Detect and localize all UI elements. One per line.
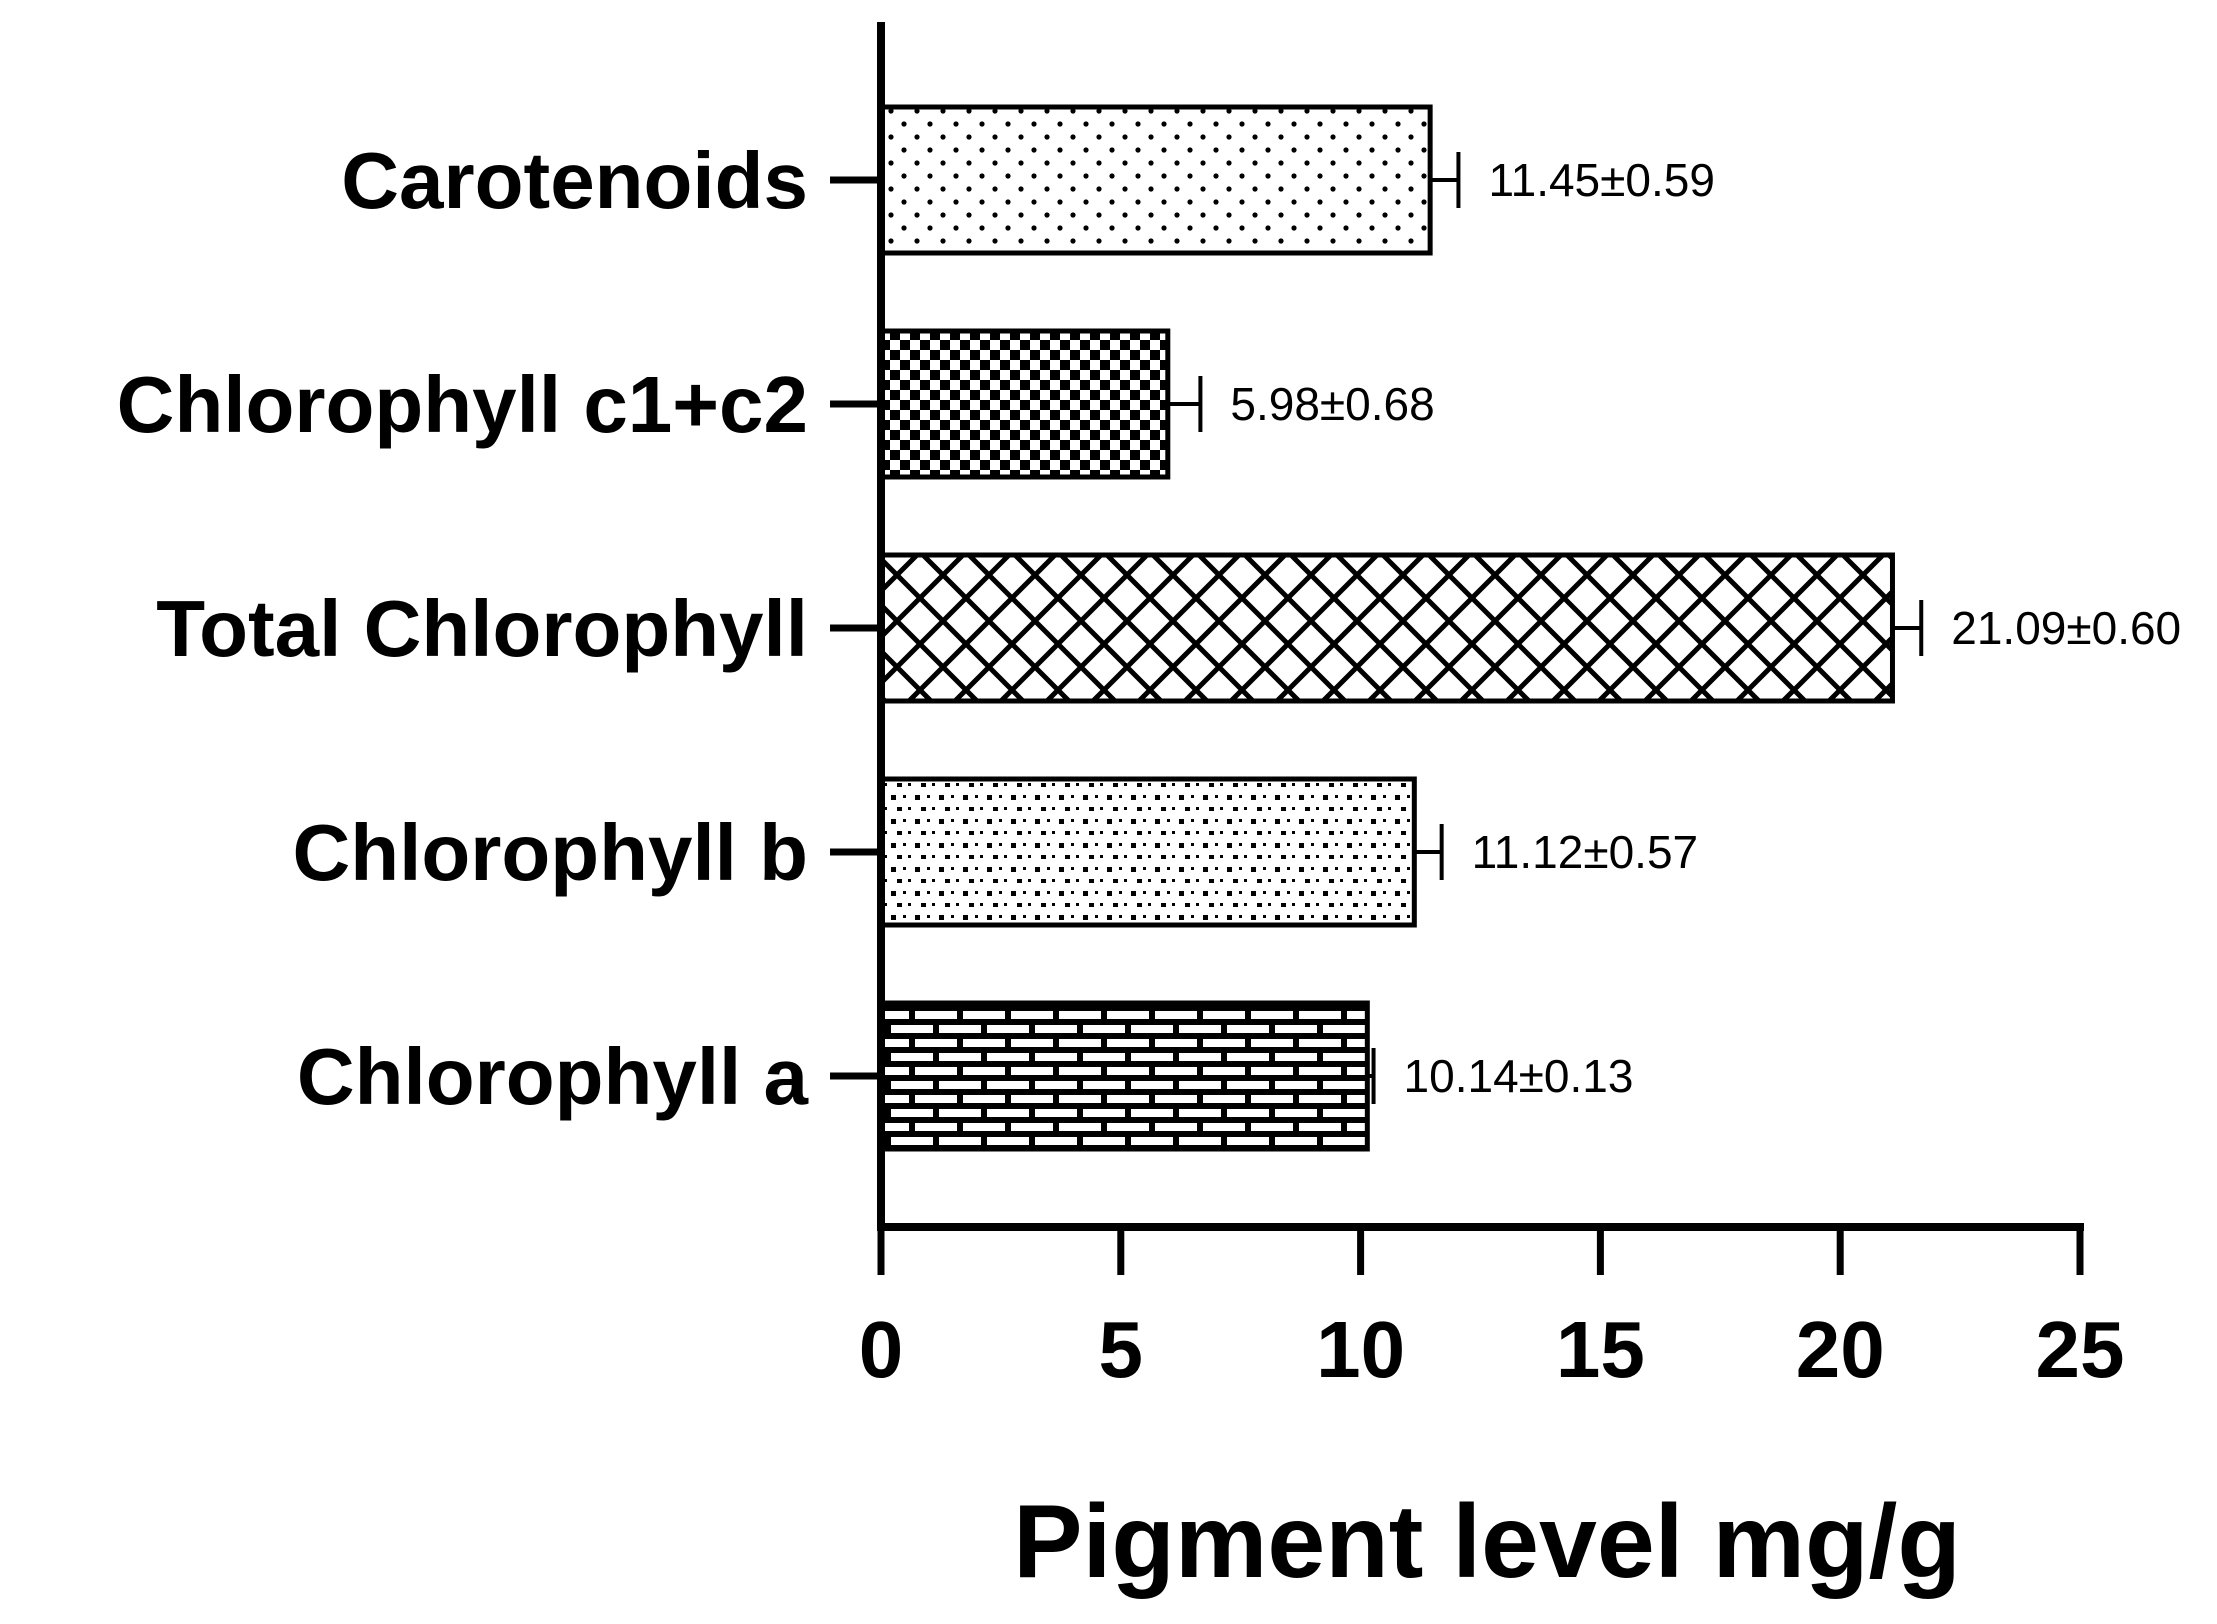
error-bars-layer — [1167, 152, 1924, 1104]
category-label: Carotenoids — [341, 136, 808, 225]
data-label: 11.45±0.59 — [1488, 154, 1714, 206]
data-label: 10.14±0.13 — [1404, 1050, 1634, 1102]
bar-chlorophyll-b — [878, 776, 1417, 928]
x-tick-label: 0 — [859, 1305, 904, 1394]
data-label: 11.12±0.57 — [1472, 826, 1698, 878]
data-label: 5.98±0.68 — [1230, 378, 1434, 430]
category-label: Total Chlorophyll — [156, 584, 808, 673]
bar-carotenoids — [878, 104, 1433, 256]
x-tick-label: 10 — [1316, 1305, 1405, 1394]
category-label: Chlorophyll b — [292, 808, 808, 897]
category-label: Chlorophyll a — [297, 1032, 809, 1121]
x-tick-label: 25 — [2036, 1305, 2125, 1394]
data-labels-layer: 11.45±0.59 5.98±0.68 21.09±0.60 11.12±0.57 1… — [1230, 154, 2181, 1102]
category-label: Chlorophyll c1+c2 — [117, 360, 808, 449]
data-label: 21.09±0.60 — [1951, 602, 2181, 654]
axes-layer — [830, 22, 2084, 1231]
bar-chlorophyll-c1-c2 — [878, 328, 1171, 480]
bar-total-chlorophyll — [878, 552, 1895, 704]
bar-chlorophyll-a — [878, 1000, 1370, 1152]
category-labels-layer: Carotenoids Chlorophyll c1+c2 Total Chloro… — [117, 136, 809, 1121]
x-ticks-layer: 0 5 10 15 20 25 — [859, 1227, 2125, 1394]
x-axis-title: Pigment level mg/g — [1013, 1484, 1961, 1600]
x-tick-label: 20 — [1796, 1305, 1885, 1394]
x-tick-label: 15 — [1556, 1305, 1645, 1394]
bars-layer — [878, 104, 1895, 1152]
x-tick-label: 5 — [1099, 1305, 1144, 1394]
